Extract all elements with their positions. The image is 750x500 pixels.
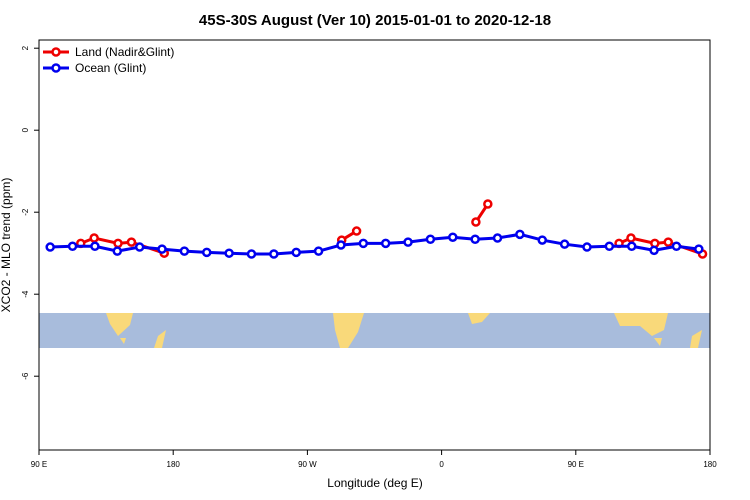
land-shape [468, 313, 490, 324]
point [126, 237, 137, 247]
point [663, 237, 673, 247]
point [380, 238, 391, 249]
point [358, 238, 369, 249]
point [537, 235, 547, 245]
land-shape [120, 338, 126, 344]
chart-title: 45S-30S August (Ver 10) 2015-01-01 to 20… [199, 12, 551, 29]
legend-label: Ocean (Glint) [75, 61, 146, 75]
point [448, 232, 458, 242]
x-tick-label: 90 E [568, 460, 584, 469]
x-tick-label: 180 [167, 460, 181, 469]
point [471, 217, 481, 227]
point [470, 234, 480, 245]
point [403, 237, 413, 247]
point [67, 241, 78, 251]
point [694, 244, 704, 254]
point [604, 241, 615, 251]
y-tick-label: 2 [21, 45, 30, 50]
land-shape [690, 330, 702, 348]
point [246, 249, 257, 259]
point [626, 233, 636, 243]
point [157, 244, 167, 254]
point [134, 242, 145, 252]
point [671, 241, 682, 251]
point [559, 239, 570, 249]
point [626, 241, 637, 251]
point [89, 233, 99, 243]
x-tick-label: 90 W [298, 460, 317, 469]
point [582, 242, 592, 252]
point [269, 249, 279, 259]
point [483, 199, 493, 209]
y-tick-label: -6 [21, 372, 30, 380]
point [515, 229, 525, 240]
point [224, 248, 234, 258]
legend-label: Land (Nadir&Glint) [75, 45, 174, 59]
y-tick-label: 0 [21, 127, 30, 132]
point [649, 245, 659, 256]
point [45, 242, 55, 252]
x-tick-label: 180 [703, 460, 717, 469]
point [351, 226, 362, 236]
point [291, 247, 301, 258]
series-line [50, 232, 700, 256]
legend-marker [51, 63, 61, 73]
y-tick-label: -2 [21, 208, 30, 216]
plot-frame [38, 39, 711, 451]
point [179, 246, 190, 256]
point [90, 241, 100, 251]
x-axis-label: Longitude (deg E) [327, 476, 422, 490]
land-shape [614, 313, 668, 336]
x-tick-label: 90 E [31, 460, 47, 469]
y-tick-label: -4 [21, 290, 30, 298]
land-shape [106, 313, 133, 336]
ocean-band [39, 313, 710, 348]
point [425, 234, 436, 245]
point [336, 240, 346, 250]
legend-marker [51, 47, 61, 57]
point [492, 233, 503, 243]
land-shape [333, 313, 364, 348]
y-axis-label: XCO2 - MLO trend (ppm) [0, 178, 13, 313]
point [313, 246, 324, 256]
land-shape [154, 330, 166, 348]
map-strip [39, 313, 710, 348]
point [112, 246, 123, 256]
x-tick-label: 0 [439, 460, 444, 469]
land-shape [654, 338, 662, 346]
point [202, 247, 212, 258]
point [113, 238, 123, 249]
